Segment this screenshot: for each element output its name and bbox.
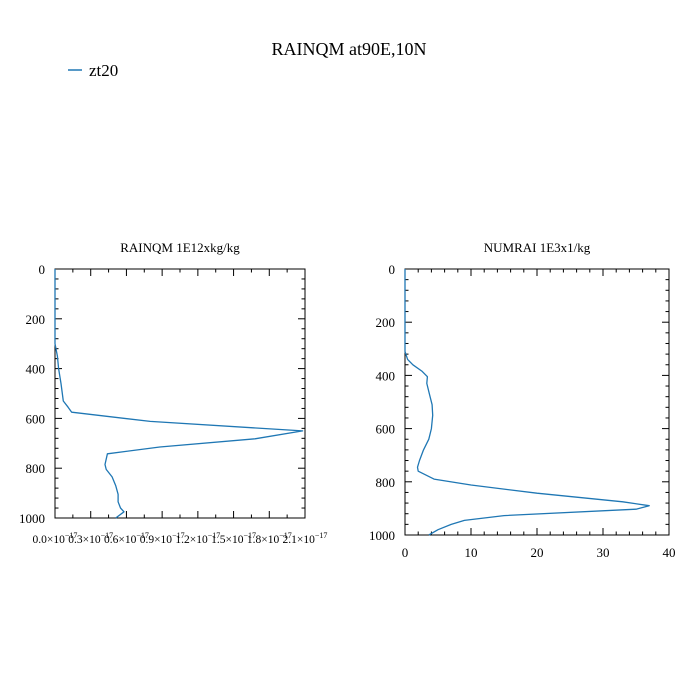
plot-frame	[54, 268, 306, 519]
series-line-zt20	[404, 269, 650, 536]
panel-title: RAINQM 1E12xkg/kg	[120, 240, 240, 255]
y-tick-label: 200	[26, 312, 46, 327]
x-tick-label-exponent: −17	[136, 531, 149, 540]
x-tick-label-exponent: −17	[244, 531, 257, 540]
x-tick-label-mantissa: 2.1×10	[283, 534, 316, 546]
y-tick-label: 800	[376, 475, 396, 490]
legend-label: zt20	[89, 61, 118, 80]
x-tick-label: 0.9×10−17	[140, 531, 185, 546]
x-tick-label: 10	[465, 545, 478, 560]
x-tick-label: 0.6×10−17	[104, 531, 149, 546]
x-tick-label: 1.8×10−17	[247, 531, 292, 546]
x-tick-label: 2.1×10−17	[283, 531, 328, 546]
x-tick-label-mantissa: 0.3×10	[68, 534, 101, 546]
panel-title: NUMRAI 1E3x1/kg	[484, 240, 591, 255]
y-tick-label: 0	[389, 262, 396, 277]
x-tick-label-mantissa: 0.0×10	[33, 534, 66, 546]
x-tick-label: 0.3×10−17	[68, 531, 113, 546]
x-tick-label-mantissa: 1.5×10	[211, 534, 244, 546]
x-tick-label: 0.0×10−17	[33, 531, 78, 546]
y-tick-label: 400	[26, 362, 46, 377]
x-tick-label-exponent: −17	[172, 531, 185, 540]
plot-frame	[404, 268, 670, 536]
x-tick-label: 1.5×10−17	[211, 531, 256, 546]
x-tick-label: 1.2×10−17	[175, 531, 220, 546]
x-tick-label-exponent: −17	[279, 531, 292, 540]
x-tick-label-mantissa: 0.6×10	[104, 534, 137, 546]
panel-numrai: NUMRAI 1E3x1/kg 0 200 400 600 800 1000 0 10 20 30 4…	[369, 240, 676, 560]
y-tick-label: 1000	[19, 511, 45, 526]
x-tick-label: 40	[663, 545, 676, 560]
figure-title: RAINQM at90E,10N	[272, 39, 427, 59]
x-tick-label-exponent: −17	[208, 531, 221, 540]
x-tick-label-exponent: −17	[65, 531, 78, 540]
y-tick-label: 1000	[369, 528, 395, 543]
x-tick-label: 20	[531, 545, 544, 560]
x-tick-label-exponent: −17	[101, 531, 114, 540]
series-line-zt20	[54, 269, 304, 519]
x-tick-label-mantissa: 1.8×10	[247, 534, 280, 546]
y-tick-label: 600	[26, 411, 46, 426]
y-tick-label: 600	[376, 422, 396, 437]
y-tick-label: 800	[26, 461, 46, 476]
y-tick-label: 200	[376, 315, 396, 330]
x-tick-label-exponent: −17	[315, 531, 328, 540]
x-tick-label: 30	[597, 545, 610, 560]
y-tick-label: 400	[376, 368, 396, 383]
x-tick-label-mantissa: 1.2×10	[175, 534, 208, 546]
y-tick-label: 0	[39, 262, 46, 277]
x-tick-label-mantissa: 0.9×10	[140, 534, 173, 546]
figure-legend: zt20	[68, 61, 118, 80]
panel-rainqm: RAINQM 1E12xkg/kg 0 200 400 600 800 1000 0.0×10…	[19, 240, 327, 546]
x-tick-label: 0	[402, 545, 409, 560]
